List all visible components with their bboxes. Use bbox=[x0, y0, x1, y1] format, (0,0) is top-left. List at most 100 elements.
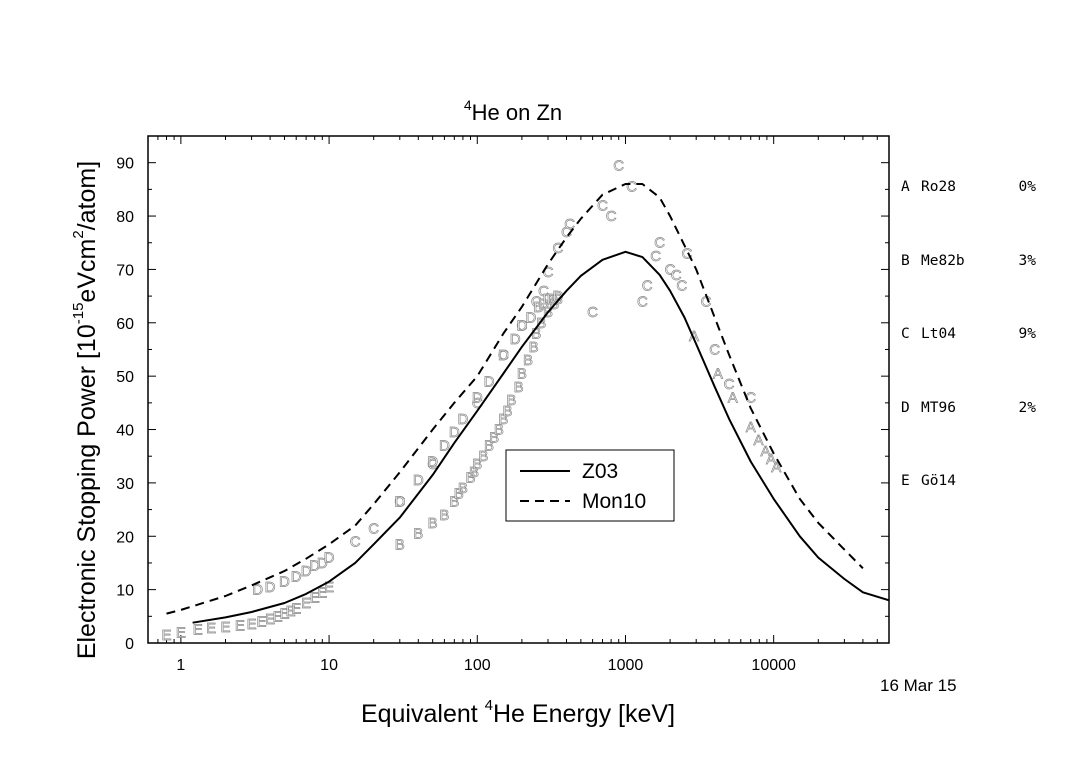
x-tick-label: 100 bbox=[464, 657, 491, 674]
data-marker-e: E bbox=[301, 595, 311, 612]
data-marker-d: D bbox=[265, 579, 276, 596]
reference-row: E Gö14 bbox=[901, 469, 1036, 494]
data-marker-e: E bbox=[162, 627, 172, 644]
data-marker-e: E bbox=[279, 606, 289, 623]
data-marker-c: C bbox=[654, 235, 665, 252]
data-marker-c: C bbox=[472, 395, 483, 412]
data-marker-c: C bbox=[745, 390, 756, 407]
data-marker-d: D bbox=[317, 555, 328, 572]
data-marker-c: C bbox=[552, 240, 563, 257]
data-marker-e: E bbox=[317, 584, 327, 601]
data-marker-b: B bbox=[517, 365, 527, 382]
data-marker-d: D bbox=[449, 424, 460, 441]
data-marker-c: C bbox=[606, 208, 617, 225]
series-line-z03 bbox=[192, 250, 889, 624]
series-lines-layer bbox=[166, 183, 889, 624]
reference-row: D MT96 2% bbox=[901, 396, 1036, 421]
x-axis-title-sup: 4 bbox=[485, 697, 493, 714]
data-marker-d: D bbox=[427, 454, 438, 471]
data-marker-e: E bbox=[310, 590, 320, 607]
data-marker-e: E bbox=[235, 617, 245, 634]
reference-code: A bbox=[901, 179, 910, 195]
y-tick-label: 20 bbox=[116, 529, 134, 546]
data-marker-c: C bbox=[665, 261, 676, 278]
data-marker-d: D bbox=[324, 550, 335, 567]
data-marker-c: C bbox=[368, 520, 379, 537]
data-marker-b: B bbox=[449, 494, 459, 511]
y-tick-label: 80 bbox=[116, 209, 134, 226]
data-marker-d: D bbox=[279, 574, 290, 591]
data-marker-b: B bbox=[506, 392, 516, 409]
data-marker-e: E bbox=[206, 620, 216, 637]
reference-row: C Lt04 9% bbox=[901, 322, 1036, 347]
data-marker-d: D bbox=[543, 291, 554, 308]
axis-labels-layer: 1 10 100 1000 10000 0 10 20 30 40 50 60 70 80 90 bbox=[116, 156, 796, 674]
data-marker-d: D bbox=[413, 472, 424, 489]
legend-label-mon10: Mon10 bbox=[582, 490, 646, 513]
data-marker-a: A bbox=[728, 390, 738, 407]
data-marker-b: B bbox=[478, 448, 488, 465]
date-stamp: 16 Mar 15 bbox=[880, 676, 957, 695]
reference-code: E bbox=[901, 473, 910, 489]
data-marker-a: A bbox=[753, 432, 763, 449]
legend-box bbox=[505, 449, 675, 522]
data-marker-c: C bbox=[587, 304, 598, 321]
data-marker-d: D bbox=[547, 291, 558, 308]
y-tick-label: 30 bbox=[116, 476, 134, 493]
data-marker-d: D bbox=[498, 347, 509, 364]
y-tick-label: 70 bbox=[116, 262, 134, 279]
data-marker-c: C bbox=[531, 293, 542, 310]
data-marker-d: D bbox=[525, 309, 536, 326]
data-marker-c: C bbox=[642, 277, 653, 294]
x-tick-label: 1 bbox=[176, 657, 185, 674]
data-marker-d: D bbox=[516, 317, 527, 334]
data-marker-b: B bbox=[536, 315, 546, 332]
data-marker-d: D bbox=[394, 494, 405, 511]
title-superscript: 4 bbox=[464, 97, 472, 113]
title-text: He on Zn bbox=[472, 100, 563, 125]
data-marker-d: D bbox=[291, 568, 302, 585]
data-marker-a: A bbox=[746, 419, 756, 436]
data-marker-c: C bbox=[597, 197, 608, 214]
data-marker-d: D bbox=[309, 558, 320, 575]
reference-percent: 0% bbox=[1018, 179, 1036, 195]
data-marker-b: B bbox=[503, 403, 513, 420]
x-axis-title-pre: Equivalent bbox=[361, 700, 485, 728]
data-marker-c: C bbox=[724, 376, 735, 393]
data-marker-b: B bbox=[523, 352, 533, 369]
plot-frame bbox=[147, 135, 890, 644]
reference-code: B bbox=[901, 252, 910, 269]
reference-name: Me82b bbox=[921, 252, 965, 269]
data-marker-c: C bbox=[427, 456, 438, 473]
reference-percent: 2% bbox=[1018, 399, 1036, 416]
y-axis-title-mid: eVcm bbox=[73, 239, 101, 303]
reference-name: Lt04 bbox=[921, 326, 956, 342]
reference-percent: 9% bbox=[1018, 326, 1036, 342]
data-marker-c: C bbox=[498, 347, 509, 364]
data-marker-d: D bbox=[510, 331, 521, 348]
data-marker-b: B bbox=[498, 411, 508, 428]
y-tick-label: 60 bbox=[116, 316, 134, 333]
data-marker-d: D bbox=[533, 299, 544, 316]
data-marker-b: B bbox=[458, 480, 468, 497]
series-group bbox=[166, 183, 889, 624]
data-marker-c: C bbox=[626, 179, 637, 196]
data-marker-a: A bbox=[713, 365, 723, 382]
data-marker-d: D bbox=[472, 390, 483, 407]
data-marker-b: B bbox=[395, 536, 405, 553]
x-axis-title: Equivalent 4He Energy [keV] bbox=[361, 697, 675, 728]
reference-code: D bbox=[901, 399, 910, 416]
data-marker-e: E bbox=[324, 579, 334, 596]
data-marker-c: C bbox=[701, 293, 712, 310]
data-marker-e: E bbox=[247, 616, 257, 633]
data-marker-b: B bbox=[531, 325, 541, 342]
data-marker-a: A bbox=[760, 443, 770, 460]
data-marker-e: E bbox=[193, 622, 203, 639]
y-tick-label: 40 bbox=[116, 423, 134, 440]
data-marker-c: C bbox=[350, 534, 361, 551]
data-marker-d: D bbox=[552, 288, 563, 305]
y-axis-title-sup2: 2 bbox=[70, 230, 87, 238]
data-marker-e: E bbox=[273, 608, 283, 625]
